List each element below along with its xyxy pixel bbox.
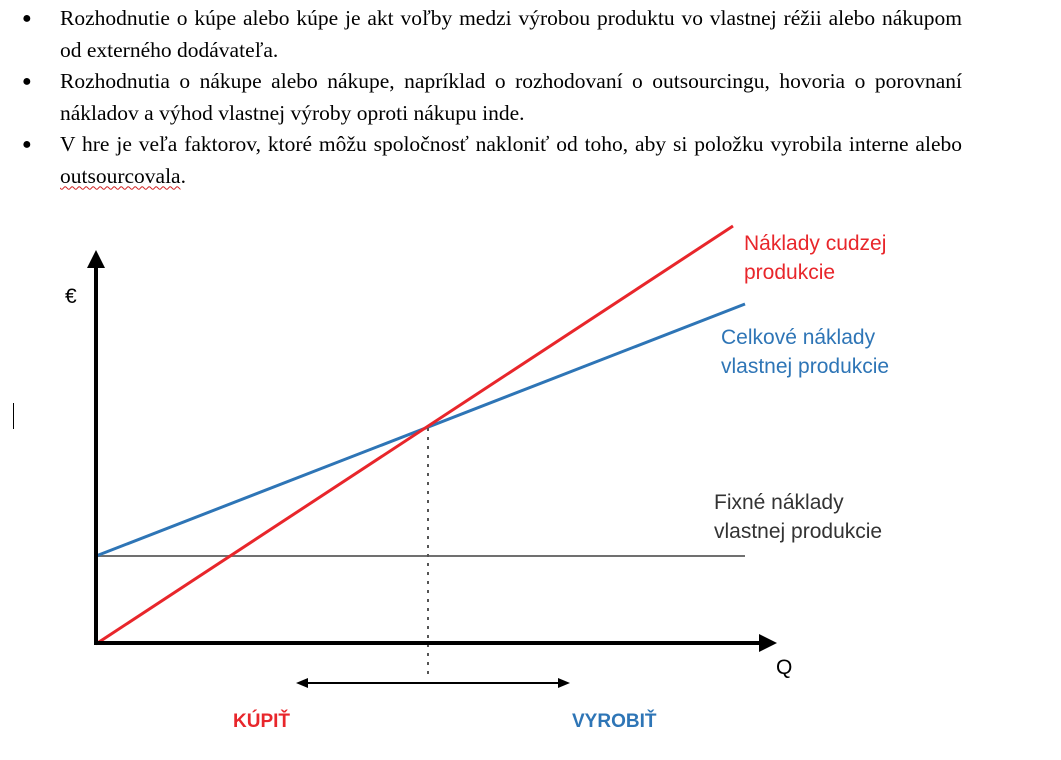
bullet-text: Rozhodnutia o nákupe alebo nákupe, naprí…	[60, 69, 962, 125]
bullet-text: Rozhodnutie o kúpe alebo kúpe je akt voľ…	[60, 6, 962, 62]
text-cursor	[13, 403, 14, 429]
bullet-text-start: V hre je veľa faktorov, ktoré môžu spolo…	[60, 132, 962, 156]
make-label: VYROBIŤ	[572, 710, 657, 732]
left-arrow-icon	[296, 678, 308, 688]
total-own-cost-label-line1: Celkové náklady	[721, 326, 876, 349]
total-own-cost-label-line2: vlastnej produkcie	[721, 355, 889, 378]
fixed-cost-label-line1: Fixné náklady	[714, 491, 844, 514]
bullet-icon: ●	[22, 136, 32, 153]
bullet-icon: ●	[22, 10, 32, 27]
bullet-item: ● V hre je veľa faktorov, ktoré môžu spol…	[20, 129, 962, 192]
external-cost-line	[95, 224, 734, 646]
buy-label: KÚPIŤ	[233, 710, 290, 732]
y-axis-label: €	[65, 285, 77, 308]
y-axis-arrow-icon	[87, 250, 105, 268]
external-cost-label-line1: Náklady cudzej	[744, 232, 886, 255]
x-axis-label: Q	[776, 656, 792, 679]
bullet-item: ● Rozhodnutia o nákupe alebo nákupe, napr…	[20, 66, 962, 129]
bullet-list: ● Rozhodnutie o kúpe alebo kúpe je akt vo…	[20, 3, 962, 192]
x-axis-arrow-icon	[759, 634, 777, 652]
external-cost-label-line2: produkcie	[744, 261, 835, 284]
bullet-icon: ●	[22, 73, 32, 90]
right-arrow-icon	[558, 678, 570, 688]
bullet-text-end: .	[180, 163, 186, 188]
bullet-item: ● Rozhodnutie o kúpe alebo kúpe je akt vo…	[20, 3, 962, 66]
fixed-cost-label-line2: vlastnej produkcie	[714, 520, 882, 543]
spellcheck-flagged-word[interactable]: outsourcovala	[60, 163, 181, 188]
